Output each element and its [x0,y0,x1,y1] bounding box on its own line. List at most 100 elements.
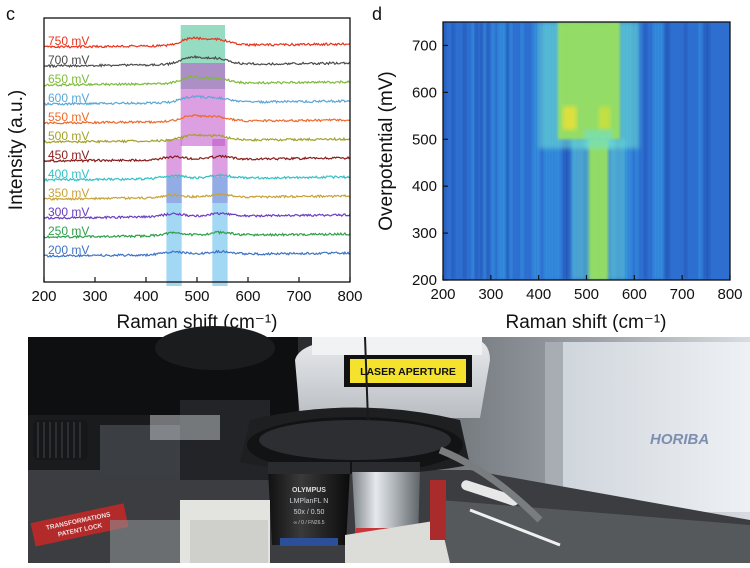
heatmap-cell [663,22,668,280]
spectrum-line [43,133,351,144]
heatmap-cell [698,22,702,280]
series-label: 350 mV [48,186,89,200]
x-tick-label: 500 [184,288,209,305]
panel-d-y-label: Overpotential (mV) [376,71,397,230]
horiba-instrument [560,342,750,512]
y-tick-label: 500 [412,131,437,148]
heatmap-cell [457,22,461,280]
panel-c: c 750 mV 700 mV 650 mV 600 mV 550 mV 500 mV 45… [6,4,363,333]
x-tick-label: 400 [133,288,158,305]
heatmap-cell [638,22,642,280]
series-label: 700 mV [48,53,89,67]
series-label: 750 mV [48,34,89,48]
warning-sticker [30,503,129,547]
heatmap-cell [681,22,685,280]
heatmap-cell [692,22,697,280]
x-tick-label: 300 [478,286,503,303]
heatmap-cell [474,22,478,280]
heatmap-cell [686,22,691,280]
heatmap-cell [463,22,467,280]
heatmap-cell [497,22,501,280]
panel-c-highlight-bands [166,25,228,286]
heatmap-cell [552,22,556,280]
heatmap-cell [584,129,613,149]
heatmap-cell [652,22,656,280]
heatmap-cell [480,22,484,280]
laser-aperture-text: LASER APERTURE [360,366,456,378]
heatmap-cell [531,22,536,280]
heatmap-cell [540,22,544,280]
heatmap-cell [503,22,507,280]
heatmap-cell [661,22,665,280]
heatmap-cell [641,22,645,280]
heatmap-cell [477,22,481,280]
series-label: 600 mV [48,91,89,105]
heatmap-cell [669,22,674,280]
heatmap-cell [646,22,651,280]
heatmap-cell [483,22,487,280]
heatmap-cell [443,22,447,280]
x-tick-label: 500 [574,286,599,303]
panel-c-y-label: Intensity (a.u.) [6,90,27,210]
x-tick-label: 600 [235,288,260,305]
highlight-band [180,63,226,146]
panel-d-x-label: Raman shift (cm⁻¹) [506,312,667,333]
spectrum-line [43,211,351,220]
heatmap-cell [509,22,513,280]
heatmap-cell [689,22,694,280]
heatmap-cell [468,22,473,280]
panel-c-letter: c [6,4,15,24]
heatmap-cell [517,22,521,280]
spectrum-line [43,173,351,183]
series-label: 500 mV [48,129,89,143]
y-tick-label: 200 [412,272,437,289]
heatmap-cell [514,22,519,280]
heatmap-cell [560,22,565,280]
heatmap-cell [529,22,533,280]
panel-c-legend-labels: 750 mV 700 mV 650 mV 600 mV 550 mV 500 mV 450 … [48,34,89,257]
spectrum-line [43,249,351,258]
heatmap-cell [566,22,570,280]
heatmap-cell [526,22,530,280]
heatmap-cell [557,22,562,280]
x-tick-label: 800 [337,288,362,305]
objective-model: LMPlanFL N [290,498,329,505]
heatmap-cell [488,22,493,280]
heatmap-cell [721,22,725,280]
heatmap-cell [534,22,539,280]
spectrum-line [43,54,351,69]
heatmap-cell [445,22,450,280]
objective-spec: 50x / 0.50 [294,509,325,516]
heatmap-cell [598,106,611,130]
heatmap-cell [635,22,639,280]
silver-objective [352,470,420,540]
series-label: 250 mV [48,224,89,238]
x-tick-label: 300 [82,288,107,305]
heatmap-cell [506,22,510,280]
series-label: 450 mV [48,148,89,162]
heatmap-cell [626,22,631,280]
x-tick-label: 700 [286,288,311,305]
heatmap-cell [655,22,659,280]
heatmap-cell [623,22,628,280]
heatmap-cell [632,22,636,280]
spectrum-line [43,94,351,106]
heatmap-cell [460,22,464,280]
y-tick-label: 300 [412,225,437,242]
series-label: 550 mV [48,110,89,124]
y-tick-label: 600 [412,84,437,101]
heatmap-cell [675,22,679,280]
x-tick-label: 200 [31,288,56,305]
heatmap-cell [520,22,524,280]
spectrum-line [43,230,351,239]
panel-d-y-axis: 200 300 400 500 600 700 [412,37,448,289]
heatmap-cell [678,22,682,280]
spectrum-line [43,154,351,163]
heatmap-cell [486,22,490,280]
spectrum-line [43,192,350,201]
heatmap-cell [724,22,728,280]
series-label: 200 mV [48,243,89,257]
spectrum-line [43,36,351,49]
heatmap-cell [643,22,648,280]
